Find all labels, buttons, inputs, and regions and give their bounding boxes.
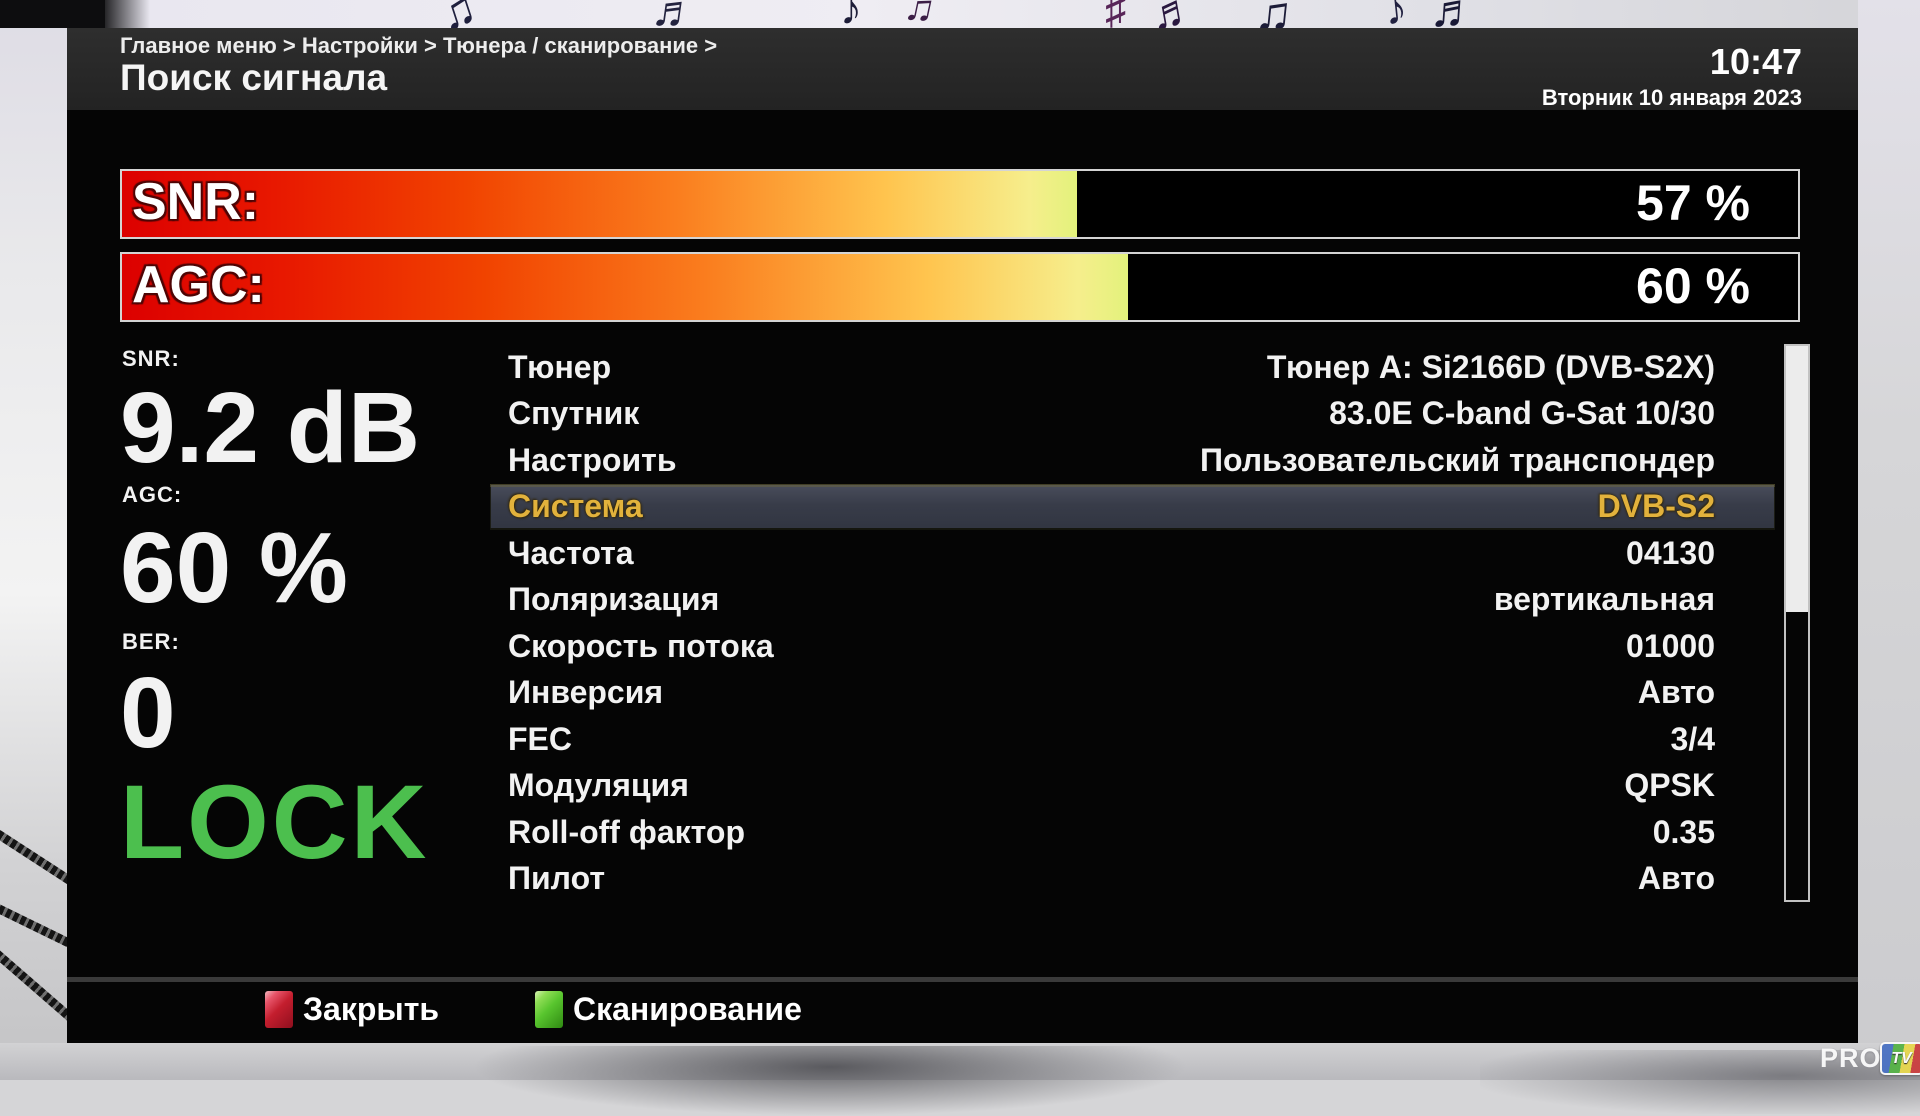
settings-row-value: Авто	[1637, 674, 1715, 711]
settings-row-label: Скорость потока	[508, 627, 774, 664]
agc-bar-fill	[122, 254, 1128, 320]
settings-row-label: FEC	[508, 720, 572, 757]
settings-row-label: Инверсия	[508, 674, 664, 711]
coiled-wires-decor	[0, 800, 67, 1080]
settings-row-value: 04130	[1626, 534, 1715, 571]
scrollbar-thumb[interactable]	[1786, 346, 1808, 612]
snr-progress-bar: SNR: 57 %	[120, 169, 1800, 239]
breadcrumb: Главное меню > Настройки > Тюнера / скан…	[120, 33, 718, 58]
settings-row-label: Спутник	[508, 395, 640, 432]
clock: 10:47 Вторник 10 января 2023	[1542, 44, 1802, 111]
settings-scrollbar[interactable]	[1784, 344, 1810, 902]
osd-header: Главное меню > Настройки > Тюнера / скан…	[67, 28, 1858, 110]
agc-bar-value: 60 %	[1636, 258, 1750, 314]
pro-tv-text: PRO	[1820, 1043, 1882, 1073]
agc-progress-bar: AGC: 60 %	[120, 252, 1800, 322]
settings-row[interactable]: Пилот Авто	[490, 856, 1775, 903]
pro-tv-watermark: PRO TV	[1820, 1042, 1920, 1075]
settings-row[interactable]: Roll-off фактор 0.35	[490, 809, 1775, 856]
settings-row[interactable]: Поляризация вертикальная	[490, 577, 1775, 624]
settings-row[interactable]: Скорость потока 01000	[490, 623, 1775, 670]
time-display: 10:47	[1709, 41, 1802, 82]
backdrop-top-strip	[0, 0, 1920, 28]
snr-bar-label: SNR:	[132, 172, 260, 231]
ber-stat-label: BER:	[122, 629, 180, 654]
settings-row[interactable]: Тюнер Тюнер A: Si2166D (DVB-S2X)	[490, 344, 1775, 391]
settings-row[interactable]: Модуляция QPSK	[490, 763, 1775, 810]
music-note-icon: ♯	[1105, 0, 1126, 32]
settings-row-value: 83.0E C-band G-Sat 10/30	[1329, 395, 1715, 432]
agc-stat-value: 60 %	[120, 512, 348, 624]
settings-row-value: DVB-S2	[1597, 488, 1715, 525]
lock-status: LOCK	[120, 764, 430, 881]
settings-row-label: Частота	[508, 534, 634, 571]
green-key-icon[interactable]	[535, 991, 563, 1028]
settings-row-label: Модуляция	[508, 767, 689, 804]
settings-row-value: 0.35	[1652, 813, 1715, 850]
snr-bar-value: 57 %	[1636, 175, 1750, 231]
settings-row-value: 3/4	[1670, 720, 1715, 757]
backdrop-dark-corner	[0, 0, 105, 28]
red-key-icon[interactable]	[265, 991, 293, 1028]
settings-row[interactable]: Частота 04130	[490, 530, 1775, 577]
scan-button[interactable]: Сканирование	[573, 991, 802, 1027]
backdrop-left-strip	[0, 0, 67, 1080]
settings-row-value: 01000	[1626, 627, 1715, 664]
pro-tv-screen-icon: TV	[1879, 1042, 1920, 1075]
settings-row[interactable]: Настроить Пользовательский транспондер	[490, 437, 1775, 484]
agc-bar-label: AGC:	[132, 255, 265, 314]
settings-row-label: Настроить	[508, 441, 677, 478]
snr-bar-fill	[122, 171, 1078, 237]
ber-stat-value: 0	[120, 657, 176, 769]
page-title: Поиск сигнала	[120, 57, 388, 98]
settings-row[interactable]: Спутник 83.0E C-band G-Sat 10/30	[490, 391, 1775, 438]
settings-row[interactable]: FEC 3/4	[490, 716, 1775, 763]
snr-stat-label: SNR:	[122, 346, 180, 371]
tuner-settings-list: Тюнер Тюнер A: Si2166D (DVB-S2X) Спутник…	[490, 344, 1775, 902]
settings-row-value: вертикальная	[1493, 581, 1715, 618]
settings-row-label: Тюнер	[508, 348, 612, 385]
pro-tv-label: TV	[1891, 1049, 1912, 1067]
settings-row-label: Пилот	[508, 860, 605, 897]
settings-row-label: Поляризация	[508, 581, 720, 618]
date-display: Вторник 10 января 2023	[1541, 85, 1802, 110]
settings-row-label: Система	[508, 488, 643, 525]
settings-row-value: Тюнер A: Si2166D (DVB-S2X)	[1266, 348, 1715, 385]
settings-row-value: Авто	[1637, 860, 1715, 897]
backdrop-right-strip	[1858, 0, 1920, 1080]
settings-row-value: Пользовательский транспондер	[1200, 441, 1715, 478]
snr-stat-value: 9.2 dB	[120, 372, 421, 484]
footer-divider	[67, 977, 1858, 982]
settings-row-label: Roll-off фактор	[508, 813, 745, 850]
settings-row[interactable]: Инверсия Авто	[490, 670, 1775, 717]
settings-row[interactable]: Система DVB-S2	[490, 483, 1775, 530]
agc-stat-label: AGC:	[122, 482, 183, 507]
close-button[interactable]: Закрыть	[303, 991, 440, 1027]
music-note-icon: ♪	[840, 0, 862, 34]
settings-row-value: QPSK	[1624, 767, 1715, 804]
signal-search-osd: Главное меню > Настройки > Тюнера / скан…	[67, 28, 1858, 1043]
headphones-shadow	[470, 1046, 1190, 1116]
